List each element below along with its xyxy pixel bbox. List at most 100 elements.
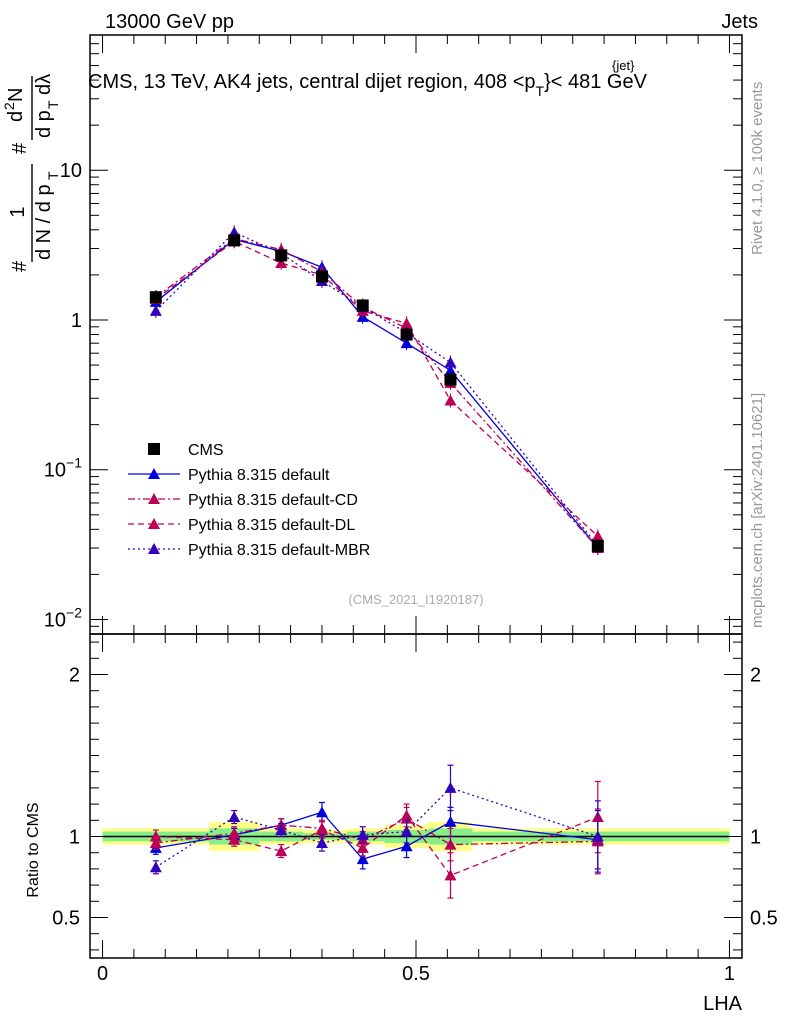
ratio-line-1: [155, 817, 598, 846]
ratio-xlabel: LHA: [703, 993, 743, 1015]
chart-title-sub: T: [536, 83, 545, 99]
rivet-label: Rivet 4.1.0, ≥ 100k events: [749, 82, 766, 255]
main-marker-3-6: [444, 356, 457, 368]
main-ytick-exp-0: −2: [66, 604, 82, 620]
ratio-marker-3-6: [444, 781, 457, 793]
cms-point-7: [591, 539, 604, 552]
ratio-marker-3-4: [356, 828, 369, 840]
ratio-marker-2-2: [275, 845, 288, 857]
ratio-line-0: [155, 811, 598, 860]
legend-label-3: Pythia 8.315 default-DL: [188, 517, 355, 534]
legend-label-2: Pythia 8.315 default-CD: [188, 492, 358, 509]
main-ylabel-num2: d: [5, 111, 27, 122]
analysis-watermark: (CMS_2021_I1920187): [348, 592, 483, 607]
ratio-ytick-label-right-1: 1: [750, 827, 761, 849]
ratio-xtick-label-0: 0: [97, 963, 108, 985]
legend-marker-1: [148, 468, 160, 479]
main-marker-3-0: [149, 304, 162, 316]
cms-point-3: [315, 270, 328, 283]
ratio-marker-2-6: [444, 869, 457, 881]
main-series-layer: [149, 225, 604, 556]
ratio-marker-0-3: [315, 806, 328, 818]
ratio-marker-2-5: [400, 809, 413, 821]
main-ylabel: # 1 d N / d p T # d 2 N d p T dλ: [1, 74, 61, 272]
main-ylabel-denom1-sub: T: [45, 171, 61, 180]
ratio-marker-3-5: [400, 825, 413, 837]
main-ylabel-denom2-sub: T: [45, 100, 61, 109]
ratio-xtick-label-2: 1: [724, 963, 735, 985]
ratio-marker-3-2: [275, 824, 288, 836]
ratio-ytick-label-right-0: 0.5: [750, 908, 778, 930]
main-ylabel-hash1: #: [9, 260, 31, 272]
main-ylabel-one: 1: [7, 206, 29, 217]
legend-marker-0: [148, 443, 160, 455]
main-ytick-exp-1: −1: [66, 455, 82, 471]
ratio-marker-2-1: [228, 833, 241, 845]
main-line-1: [155, 237, 599, 549]
ratio-ytick-label-left-1: 1: [69, 827, 80, 849]
main-marker-0-6: [444, 364, 457, 376]
ratio-marker-0-6: [444, 815, 457, 827]
cms-point-4: [356, 299, 369, 312]
main-ylabel-denom1: d N / d p: [33, 184, 55, 260]
ratio-marker-3-1: [228, 811, 241, 823]
main-ytick-label-3: 10: [60, 160, 82, 182]
legend-label-4: Pythia 8.315 default-MBR: [188, 542, 370, 559]
legend-label-1: Pythia 8.315 default: [188, 467, 330, 484]
header-right: Jets: [721, 11, 758, 33]
cms-point-5: [400, 328, 413, 341]
main-ytick-base-0: 10: [44, 609, 66, 631]
ratio-marker-0-5: [400, 840, 413, 852]
cms-point-6: [444, 373, 457, 386]
header-left: 13000 GeV pp: [105, 11, 234, 33]
main-marker-2-2: [275, 257, 288, 269]
ratio-marker-0-4: [356, 853, 369, 865]
ratio-marker-3-3: [315, 836, 328, 848]
main-marker-2-7: [591, 530, 604, 542]
legend-label-0: CMS: [188, 442, 224, 459]
ratio-uncertainty-bands: [102, 821, 730, 852]
ratio-marker-3-7: [591, 830, 604, 842]
main-ytick-base-1: 10: [44, 460, 66, 482]
ratio-xtick-label-1: 0.5: [402, 963, 430, 985]
main-line-2: [155, 240, 599, 537]
main-ytick-label-2: 1: [71, 310, 82, 332]
main-ylabel-num2-n: N: [5, 88, 27, 102]
main-ylabel-hash2: #: [9, 142, 31, 154]
ratio-line-3: [155, 787, 599, 868]
legend-marker-2: [148, 493, 160, 504]
legend-marker-4: [148, 543, 160, 554]
ratio-marker-2-0: [149, 830, 162, 842]
main-ytick-label-1: 10−1: [44, 455, 82, 482]
ratio-ytick-label-right-2: 2: [750, 665, 761, 687]
ratio-ytick-label-left-2: 2: [69, 665, 80, 687]
ratio-series-layer: [149, 764, 604, 899]
ratio-marker-1-6: [444, 838, 457, 850]
ratio-marker-3-0: [149, 861, 162, 873]
mcplots-label: mcplots.cern.ch [arXiv:2401.10621]: [749, 393, 766, 628]
main-ylabel-num2-sup: 2: [1, 102, 17, 110]
main-marker-2-6: [444, 394, 457, 406]
main-marker-0-5: [400, 337, 413, 349]
legend-marker-3: [148, 518, 160, 529]
chart-title-end: }< 481 GeV: [544, 71, 648, 93]
main-ytick-base-2: 1: [71, 310, 82, 332]
main-ylabel-lambda: dλ: [33, 74, 55, 95]
cms-point-1: [228, 234, 241, 247]
ratio-ylabel: Ratio to CMS: [25, 802, 42, 897]
chart-title-sup: {jet}: [612, 58, 635, 73]
chart-title: CMS, 13 TeV, AK4 jets, central dijet reg…: [88, 71, 648, 99]
ratio-ytick-label-left-0: 0.5: [52, 908, 80, 930]
main-ytick-base-3: 10: [60, 160, 82, 182]
legend: CMS Pythia 8.315 default Pythia 8.315 defa…: [128, 442, 370, 559]
main-ylabel-denom2: d p: [33, 110, 55, 138]
main-line-0: [155, 238, 599, 549]
ratio-marker-2-4: [356, 841, 369, 853]
chart-title-main: CMS, 13 TeV, AK4 jets, central dijet reg…: [88, 71, 536, 93]
main-ytick-label-0: 10−2: [44, 604, 82, 631]
cms-point-0: [149, 291, 162, 304]
ratio-marker-2-3: [315, 824, 328, 836]
main-line-3: [155, 231, 599, 547]
